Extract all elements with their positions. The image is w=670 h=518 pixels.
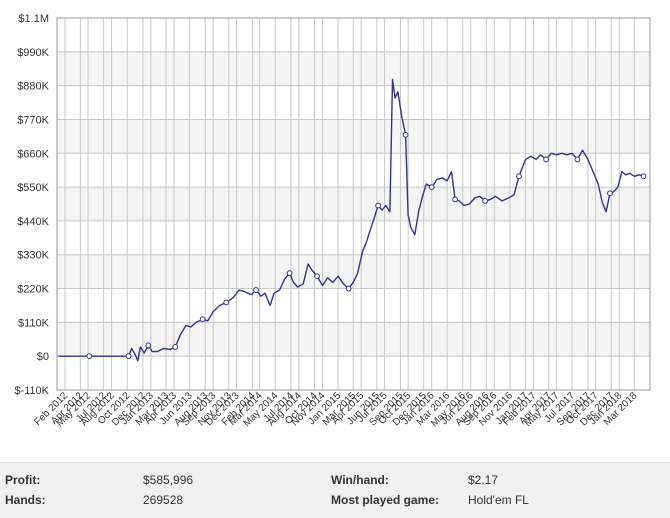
winhand-value: $2.17 [468,473,499,487]
profit-series-point [345,285,352,292]
plot-border [56,17,651,391]
profit-series-point [145,342,152,349]
profit-series-point [223,299,230,306]
y-tick-label: $1.1M [18,13,49,25]
stats-row-1: Profit: $585,996 Win/hand: $2.17 [0,473,670,493]
y-tick-label: $990K [17,47,49,59]
profit-series-point [172,344,179,350]
stats-row-2: Hands: 269528 Most played game: Hold'em … [0,493,670,513]
profit-series-point [428,184,435,190]
profit-series-point [607,190,613,197]
hands-label: Hands: [5,493,46,507]
profit-series-point [543,156,550,163]
profit-series-point [125,353,132,360]
y-tick-label: $0 [37,351,49,363]
profit-series-point [86,353,93,360]
profit-series-point [286,270,293,277]
y-tick-label: $220K [17,284,49,296]
profit-value: $585,996 [143,473,194,487]
profit-series-point [199,316,206,323]
y-tick-label: $440K [17,216,49,228]
profit-series-point [375,202,382,209]
y-tick-label: $330K [17,250,49,262]
y-tick-label: $880K [17,81,49,93]
most-played-game-label: Most played game: [331,493,440,507]
hands-value: 269528 [143,493,184,507]
y-tick-label: $770K [17,114,49,126]
profit-series-point [452,196,458,203]
profit-chart: $-110K $0 $110K $220K $330K $440K $550K $660K $7… [14,13,651,430]
y-tick-label: $-110K [14,385,49,397]
stats-panel: Profit: $585,996 Win/hand: $2.17 Hands: … [0,462,670,518]
profit-series-point [574,156,581,163]
most-played-game-value: Hold'em FL [468,493,529,507]
profit-series-point [482,198,488,204]
y-tick-label: $660K [17,148,49,160]
profit-series-point [640,173,647,180]
profit-chart-svg: $-110K $0 $110K $220K $330K $440K $550K $660K $7… [14,13,651,429]
profit-series-point [516,173,522,180]
profit-series-point [253,287,259,293]
profit-label: Profit: [5,473,41,487]
y-tick-label: $550K [17,182,49,194]
winhand-label: Win/hand: [331,473,389,487]
y-tick-label: $110K [18,317,50,329]
profit-series-point [402,131,409,138]
profit-series-point [314,273,320,280]
